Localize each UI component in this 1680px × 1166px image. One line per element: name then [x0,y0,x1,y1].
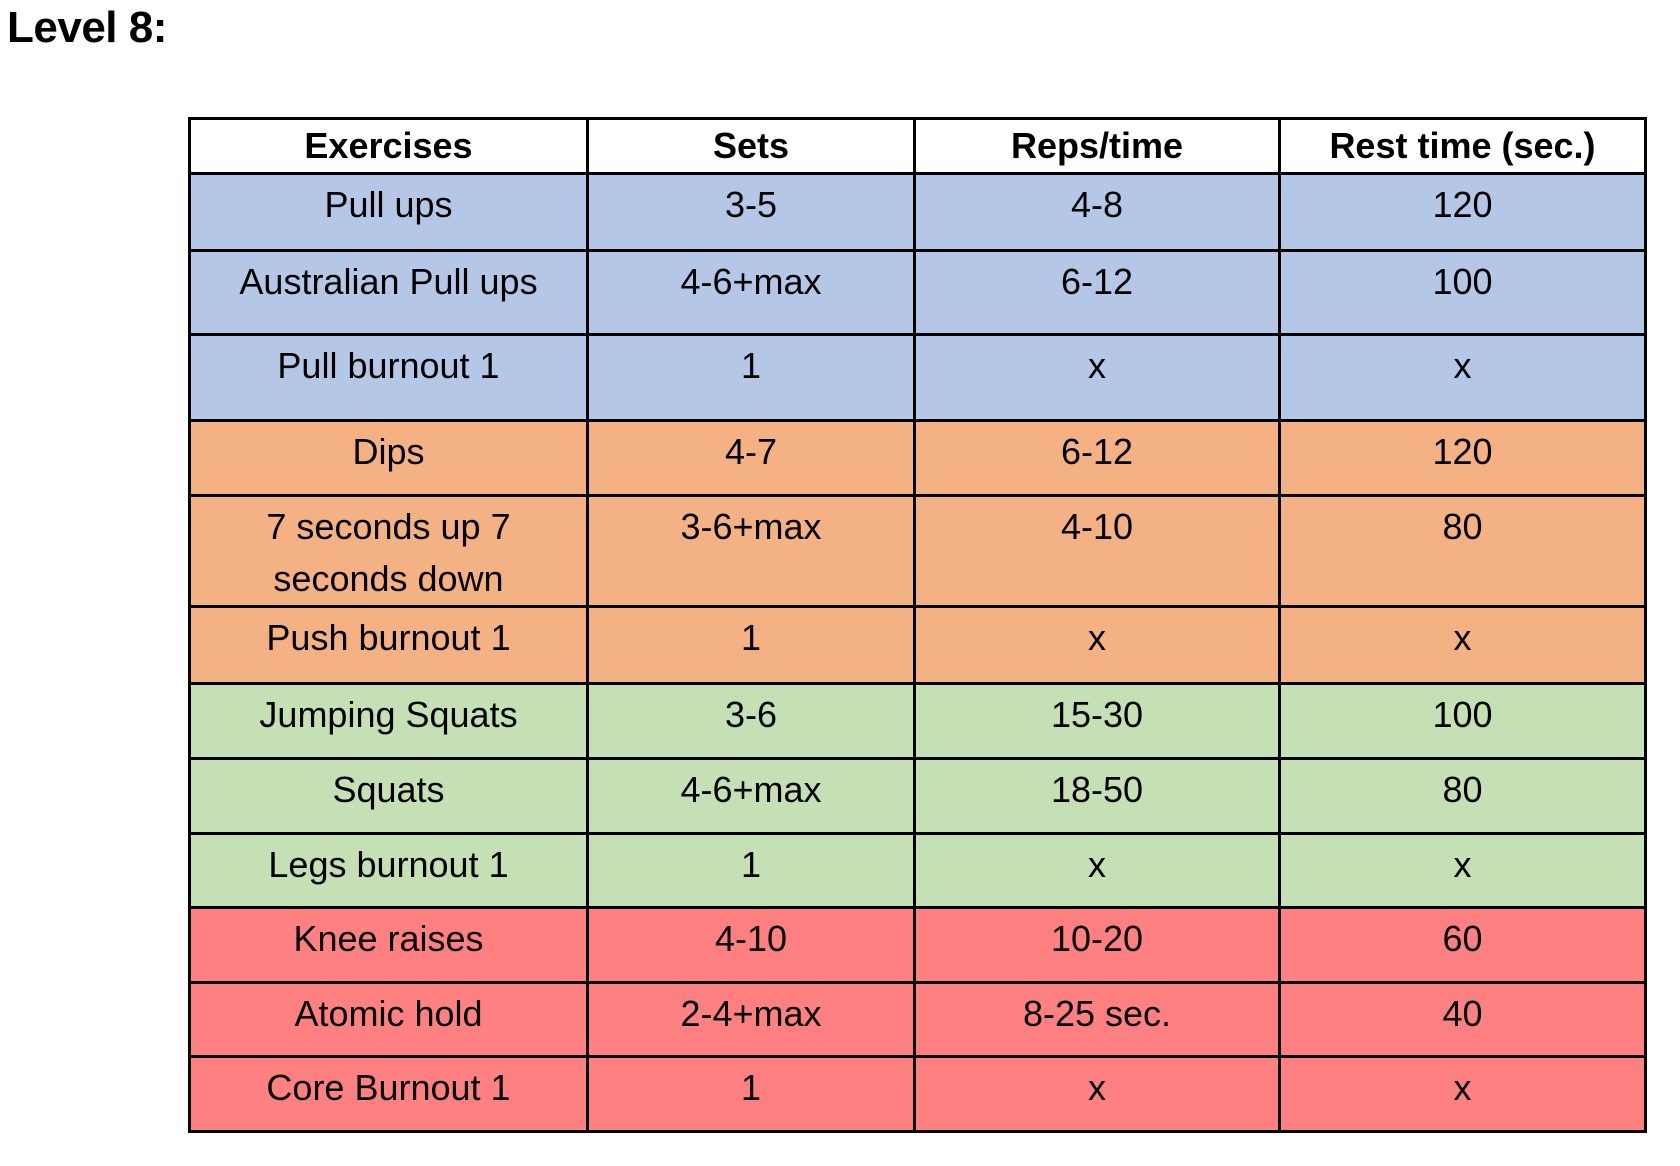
exercise-cell: Knee raises [188,906,589,984]
rest-cell: x [1278,605,1647,685]
reps-cell: 4-8 [913,172,1281,252]
reps-cell: 10-20 [913,906,1281,984]
rest-cell: 60 [1278,906,1647,984]
sets-cell: 4-10 [586,906,916,984]
sets-cell: 4-6+max [586,757,916,835]
table-row: Jumping Squats 3-6 15-30 100 [188,682,1647,760]
sets-cell: 3-5 [586,172,916,252]
rest-cell: x [1278,333,1647,422]
reps-cell: 6-12 [913,419,1281,497]
sets-cell: 4-6+max [586,249,916,336]
exercise-cell: Push burnout 1 [188,605,589,685]
workout-table: Exercises Sets Reps/time Rest time (sec.… [188,117,1647,1133]
table-row: Pull burnout 1 1 x x [188,333,1647,422]
exercise-cell: Pull burnout 1 [188,333,589,422]
table-row: Legs burnout 1 1 x x [188,832,1647,909]
sets-cell: 1 [586,605,916,685]
rest-cell: x [1278,832,1647,909]
rest-cell: 80 [1278,757,1647,835]
table-row: Knee raises 4-10 10-20 60 [188,906,1647,984]
exercise-cell: Dips [188,419,589,497]
rest-cell: x [1278,1055,1647,1133]
exercise-cell: Legs burnout 1 [188,832,589,909]
table-row: 7 seconds up 7 seconds down 3-6+max 4-10… [188,494,1647,608]
reps-cell: 15-30 [913,682,1281,760]
exercise-cell: Pull ups [188,172,589,252]
reps-cell: 8-25 sec. [913,981,1281,1058]
level-title: Level 8: [7,3,167,52]
sets-cell: 1 [586,1055,916,1133]
sets-cell: 3-6+max [586,494,916,608]
rest-cell: 80 [1278,494,1647,608]
table-row: Dips 4-7 6-12 120 [188,419,1647,497]
exercise-cell: 7 seconds up 7 seconds down [188,494,589,608]
reps-cell: x [913,605,1281,685]
reps-cell: 6-12 [913,249,1281,336]
header-sets: Sets [586,117,916,175]
rest-cell: 40 [1278,981,1647,1058]
table-row: Atomic hold 2-4+max 8-25 sec. 40 [188,981,1647,1058]
table-row: Pull ups 3-5 4-8 120 [188,172,1647,252]
sets-cell: 1 [586,832,916,909]
sets-cell: 1 [586,333,916,422]
reps-cell: 18-50 [913,757,1281,835]
sets-cell: 4-7 [586,419,916,497]
sets-cell: 2-4+max [586,981,916,1058]
exercise-cell: Atomic hold [188,981,589,1058]
sets-cell: 3-6 [586,682,916,760]
header-rest-time: Rest time (sec.) [1278,117,1647,175]
reps-cell: x [913,832,1281,909]
exercise-cell: Core Burnout 1 [188,1055,589,1133]
header-reps-time: Reps/time [913,117,1281,175]
reps-cell: 4-10 [913,494,1281,608]
table-row: Core Burnout 1 1 x x [188,1055,1647,1133]
table-row: Squats 4-6+max 18-50 80 [188,757,1647,835]
exercise-cell: Australian Pull ups [188,249,589,336]
exercise-cell: Jumping Squats [188,682,589,760]
header-exercises: Exercises [188,117,589,175]
rest-cell: 120 [1278,419,1647,497]
rest-cell: 120 [1278,172,1647,252]
rest-cell: 100 [1278,682,1647,760]
table-row: Push burnout 1 1 x x [188,605,1647,685]
reps-cell: x [913,1055,1281,1133]
reps-cell: x [913,333,1281,422]
table-row: Australian Pull ups 4-6+max 6-12 100 [188,249,1647,336]
header-row: Exercises Sets Reps/time Rest time (sec.… [188,117,1647,175]
rest-cell: 100 [1278,249,1647,336]
exercise-cell: Squats [188,757,589,835]
